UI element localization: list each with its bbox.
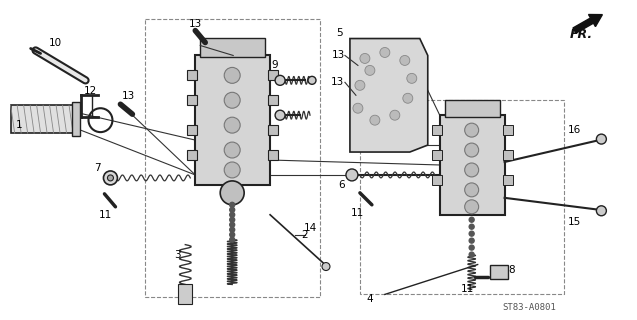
Circle shape (469, 238, 474, 243)
Bar (432, 175, 441, 185)
Text: 10: 10 (49, 37, 62, 47)
Circle shape (230, 227, 234, 232)
Text: 11: 11 (351, 208, 364, 218)
Circle shape (370, 115, 380, 125)
Circle shape (103, 171, 117, 185)
Circle shape (365, 65, 375, 76)
Text: 13: 13 (331, 77, 343, 87)
Bar (71, 102, 80, 136)
Bar (145, 19, 320, 297)
Circle shape (464, 183, 478, 197)
Circle shape (469, 224, 474, 229)
Bar (268, 125, 278, 135)
Text: 14: 14 (303, 223, 317, 233)
Text: 13: 13 (189, 19, 202, 28)
Circle shape (230, 202, 234, 207)
Circle shape (230, 212, 234, 217)
Circle shape (230, 217, 234, 222)
Bar (503, 125, 513, 135)
Bar (187, 125, 197, 135)
Bar (11, 105, 76, 133)
Bar (178, 284, 192, 304)
Circle shape (224, 162, 240, 178)
Circle shape (275, 110, 285, 120)
Bar (187, 95, 197, 105)
Bar (360, 100, 564, 294)
Circle shape (464, 200, 478, 214)
Text: 15: 15 (568, 217, 581, 227)
Text: 6: 6 (339, 180, 345, 190)
Bar (268, 150, 278, 160)
Text: 4: 4 (366, 294, 373, 304)
Bar (503, 150, 513, 160)
Text: 11: 11 (99, 210, 112, 220)
Text: 11: 11 (461, 284, 475, 294)
Circle shape (355, 80, 365, 90)
Circle shape (400, 55, 410, 65)
Text: 13: 13 (331, 51, 345, 60)
Circle shape (224, 68, 240, 83)
Bar (503, 175, 513, 185)
Bar (490, 265, 508, 279)
Circle shape (322, 262, 330, 270)
Text: 5: 5 (336, 28, 343, 37)
Bar (445, 100, 499, 117)
Circle shape (224, 92, 240, 108)
Text: 3: 3 (174, 250, 181, 260)
Text: 2: 2 (302, 230, 308, 240)
FancyArrow shape (573, 14, 603, 33)
Text: 16: 16 (568, 125, 581, 135)
Bar (432, 150, 441, 160)
Bar (200, 37, 265, 58)
Text: 1: 1 (15, 120, 22, 130)
Circle shape (403, 93, 413, 103)
Circle shape (230, 222, 234, 227)
Text: 8: 8 (508, 265, 515, 275)
Circle shape (464, 123, 478, 137)
Text: 7: 7 (94, 163, 101, 173)
Circle shape (230, 207, 234, 212)
Circle shape (469, 217, 474, 222)
Polygon shape (350, 38, 428, 152)
Circle shape (230, 232, 234, 237)
Text: ST83-A0801: ST83-A0801 (503, 303, 556, 312)
Circle shape (596, 206, 606, 216)
Circle shape (353, 103, 363, 113)
Text: 12: 12 (84, 86, 97, 96)
Circle shape (346, 169, 358, 181)
Circle shape (108, 175, 113, 181)
Bar (440, 115, 505, 215)
Bar (187, 70, 197, 80)
Text: 9: 9 (272, 60, 278, 70)
Circle shape (464, 143, 478, 157)
Circle shape (407, 73, 417, 83)
Bar (196, 55, 270, 185)
Circle shape (469, 245, 474, 250)
Bar (268, 95, 278, 105)
Circle shape (224, 117, 240, 133)
Circle shape (469, 252, 474, 257)
Text: 13: 13 (122, 91, 135, 101)
Bar (187, 150, 197, 160)
Circle shape (224, 142, 240, 158)
Circle shape (360, 53, 370, 63)
Circle shape (220, 181, 244, 205)
Circle shape (390, 110, 400, 120)
Circle shape (230, 237, 234, 242)
Circle shape (380, 47, 390, 58)
Circle shape (596, 134, 606, 144)
Circle shape (275, 76, 285, 85)
Text: FR.: FR. (569, 28, 592, 41)
Circle shape (308, 76, 316, 84)
Bar (268, 70, 278, 80)
Circle shape (469, 231, 474, 236)
Bar (432, 125, 441, 135)
Circle shape (464, 163, 478, 177)
